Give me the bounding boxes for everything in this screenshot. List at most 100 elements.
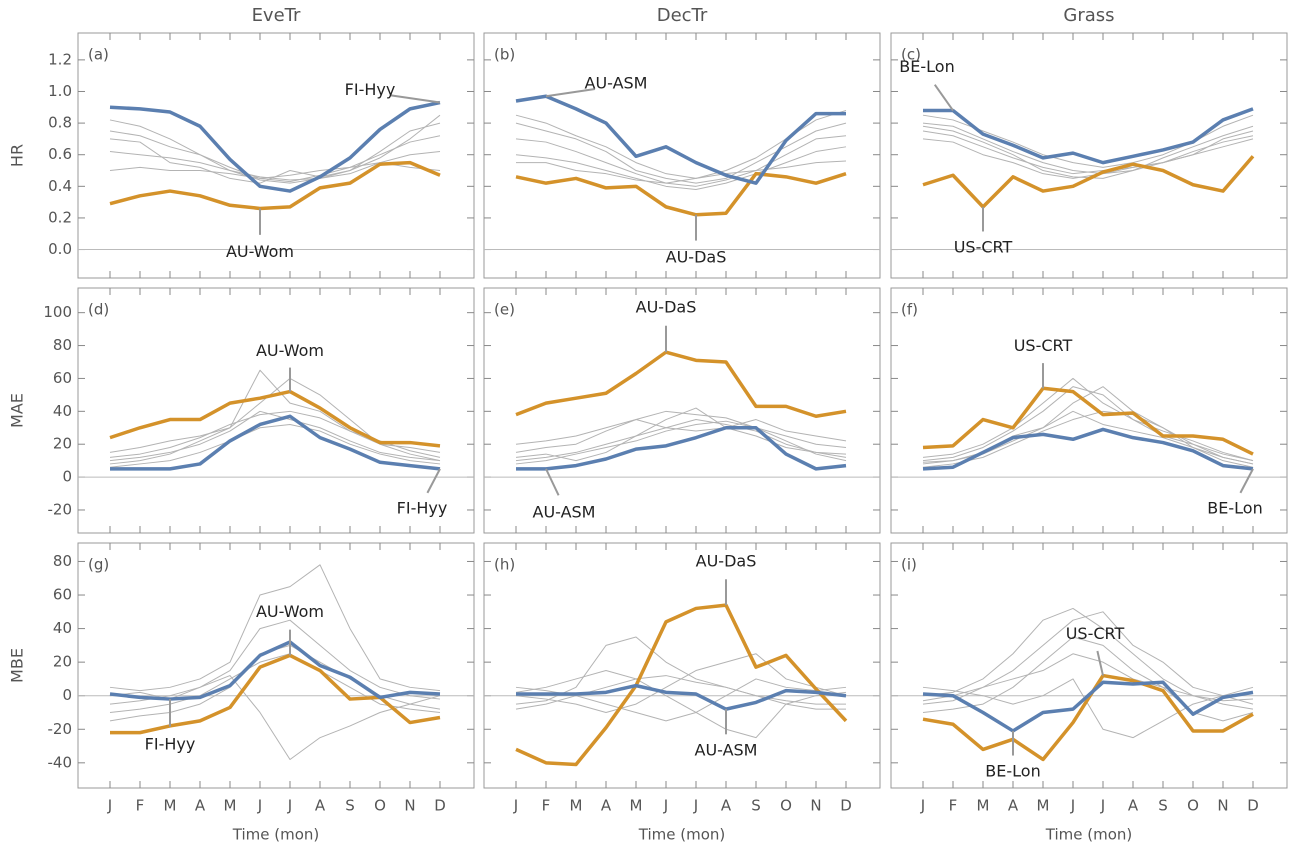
- x-tick-label: N: [404, 797, 415, 815]
- series-line: [515, 171, 847, 217]
- callout-label: AU-DaS: [696, 552, 757, 571]
- column-title: EveTr: [252, 5, 301, 26]
- background-line: [515, 407, 847, 462]
- y-axis-label: MBE: [8, 648, 27, 683]
- x-tick-label: J: [107, 797, 112, 815]
- background-line: [922, 386, 1254, 462]
- background-line: [922, 653, 1254, 702]
- background-line: [109, 369, 441, 453]
- x-tick-label: M: [224, 797, 237, 815]
- series-line: [922, 386, 1254, 456]
- callout-label: US-CRT: [954, 237, 1013, 256]
- x-tick-label: J: [513, 797, 518, 815]
- x-tick-label: M: [630, 797, 643, 815]
- panel-frame: [890, 287, 1288, 534]
- x-tick-label: J: [920, 797, 925, 815]
- panel-label: (d): [88, 301, 109, 319]
- series-line: [516, 683, 847, 711]
- series-line: [516, 426, 847, 471]
- x-tick-label: F: [542, 797, 551, 815]
- y-tick-label: 0.0: [48, 240, 72, 258]
- x-tick-label: N: [1217, 797, 1228, 815]
- callout-label: AU-Wom: [256, 341, 324, 360]
- background-line: [109, 151, 441, 181]
- background-line: [109, 423, 441, 468]
- callout-leader: [390, 94, 441, 104]
- y-tick-label: 100: [43, 303, 72, 321]
- callout-leader: [1096, 650, 1104, 676]
- background-line: [515, 678, 847, 722]
- background-line: [515, 670, 847, 739]
- x-tick-label: J: [1070, 797, 1075, 815]
- series-line: [109, 100, 441, 193]
- background-line: [109, 377, 441, 465]
- callout-leader: [545, 468, 560, 496]
- series-line: [515, 603, 848, 767]
- x-tick-label: S: [751, 797, 761, 815]
- panel-label: (i): [901, 556, 917, 574]
- x-tick-label: A: [601, 797, 612, 815]
- y-tick-label: 1.0: [48, 82, 72, 100]
- x-tick-label: M: [570, 797, 583, 815]
- x-tick-label: A: [1008, 797, 1019, 815]
- y-tick-label: 80: [53, 552, 72, 570]
- x-tick-label: J: [663, 797, 668, 815]
- panel-frame: [483, 542, 881, 789]
- callout-label: AU-ASM: [533, 502, 596, 521]
- x-tick-label: M: [164, 797, 177, 815]
- x-tick-label: D: [840, 797, 852, 815]
- column-title: DecTr: [657, 5, 708, 26]
- y-tick-label: 40: [53, 619, 72, 637]
- y-axis-label: MAE: [8, 393, 27, 428]
- background-line: [109, 619, 441, 705]
- x-tick-label: J: [1100, 797, 1105, 815]
- callout-label: FI-Hyy: [397, 498, 448, 517]
- callout-label: BE-Lon: [1207, 498, 1262, 517]
- background-line: [515, 420, 847, 465]
- x-tick-label: D: [1247, 797, 1259, 815]
- y-tick-label: 1.2: [48, 50, 72, 68]
- x-tick-label: S: [1158, 797, 1168, 815]
- background-line: [109, 130, 441, 183]
- callout-label: AU-DaS: [636, 298, 697, 317]
- callout-label: US-CRT: [1014, 336, 1073, 355]
- callout-label: AU-Wom: [256, 602, 324, 621]
- background-line: [515, 410, 847, 453]
- background-line: [109, 410, 441, 458]
- series-line: [922, 427, 1254, 471]
- y-tick-label: 0.6: [48, 145, 72, 163]
- background-line: [109, 653, 441, 713]
- y-tick-label: 60: [53, 369, 72, 387]
- x-tick-label: F: [136, 797, 145, 815]
- callout-label: AU-DaS: [666, 247, 727, 266]
- x-tick-label: A: [315, 797, 326, 815]
- x-tick-label: A: [721, 797, 732, 815]
- y-tick-label: 0.8: [48, 114, 72, 132]
- panel-frame: [77, 542, 475, 789]
- x-tick-label: A: [195, 797, 206, 815]
- y-tick-label: 20: [53, 435, 72, 453]
- series-line: [109, 640, 441, 701]
- x-tick-label: A: [1128, 797, 1139, 815]
- panel-label: (c): [901, 46, 921, 64]
- callout-leader: [933, 84, 954, 112]
- series-line: [923, 107, 1254, 165]
- series-line: [922, 673, 1254, 762]
- panel-frame: [890, 32, 1288, 279]
- background-line: [109, 564, 441, 692]
- background-line: [515, 636, 846, 705]
- y-tick-label: -20: [48, 720, 73, 738]
- column-title: Grass: [1063, 5, 1114, 26]
- callout-leader: [545, 88, 596, 98]
- background-line: [515, 419, 847, 445]
- x-tick-label: O: [1187, 797, 1199, 815]
- x-axis-label: Time (mon): [1045, 826, 1132, 844]
- callout-label: FI-Hyy: [145, 735, 196, 754]
- x-tick-label: M: [977, 797, 990, 815]
- x-axis-label: Time (mon): [638, 826, 725, 844]
- background-line: [109, 114, 441, 184]
- panel-frame: [890, 542, 1288, 789]
- panel-frame: [77, 32, 475, 279]
